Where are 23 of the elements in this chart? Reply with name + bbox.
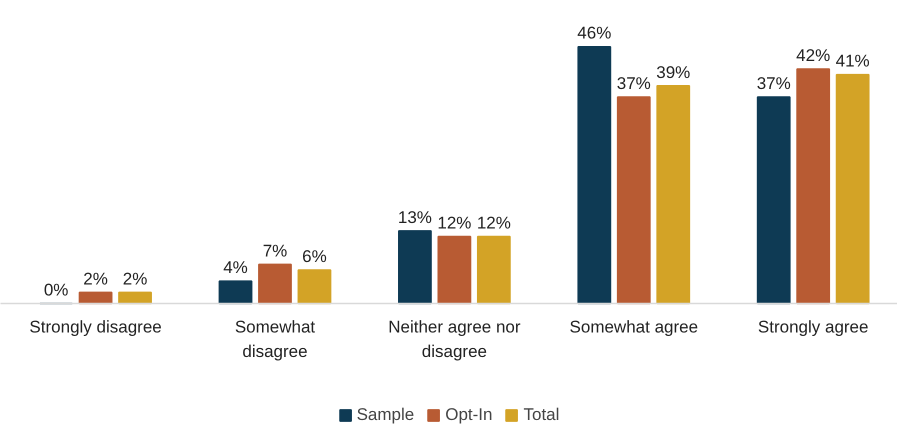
- data-label: 39%: [656, 62, 690, 82]
- data-label: 37%: [756, 74, 791, 93]
- x-tick-label: Somewhat agree: [570, 318, 698, 336]
- legend-label: Opt-In: [445, 405, 492, 425]
- data-label: 12%: [476, 214, 511, 233]
- data-label: 2%: [122, 269, 148, 288]
- data-label: 0%: [44, 280, 68, 300]
- data-label: 13%: [398, 208, 432, 227]
- legend-label: Sample: [356, 405, 414, 425]
- data-label: 42%: [796, 46, 830, 66]
- x-tick-label: Neither agree nor disagree: [388, 318, 521, 362]
- data-label: 2%: [83, 269, 108, 288]
- legend-label: Total: [523, 405, 560, 425]
- data-label: 12%: [437, 214, 472, 233]
- x-tick-label: Strongly disagree: [29, 318, 162, 336]
- data-label: 41%: [836, 52, 870, 71]
- x-tick-label: Somewhat disagree: [234, 318, 316, 362]
- x-tick-label: Strongly agree: [758, 318, 868, 336]
- data-label: 37%: [616, 74, 651, 93]
- data-label: 4%: [223, 258, 248, 278]
- data-label: 6%: [302, 247, 327, 266]
- data-label: 7%: [262, 241, 288, 260]
- data-label: 46%: [577, 24, 612, 43]
